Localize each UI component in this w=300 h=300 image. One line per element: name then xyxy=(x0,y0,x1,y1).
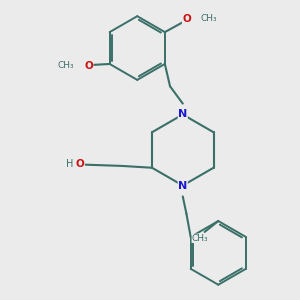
Text: CH₃: CH₃ xyxy=(58,61,74,70)
Text: CH₃: CH₃ xyxy=(200,14,217,23)
Text: H: H xyxy=(66,159,74,169)
Text: N: N xyxy=(178,181,188,190)
Text: N: N xyxy=(178,110,188,119)
Text: CH₃: CH₃ xyxy=(192,234,208,243)
Text: O: O xyxy=(76,159,85,169)
Text: O: O xyxy=(182,14,191,24)
Text: O: O xyxy=(84,61,93,71)
